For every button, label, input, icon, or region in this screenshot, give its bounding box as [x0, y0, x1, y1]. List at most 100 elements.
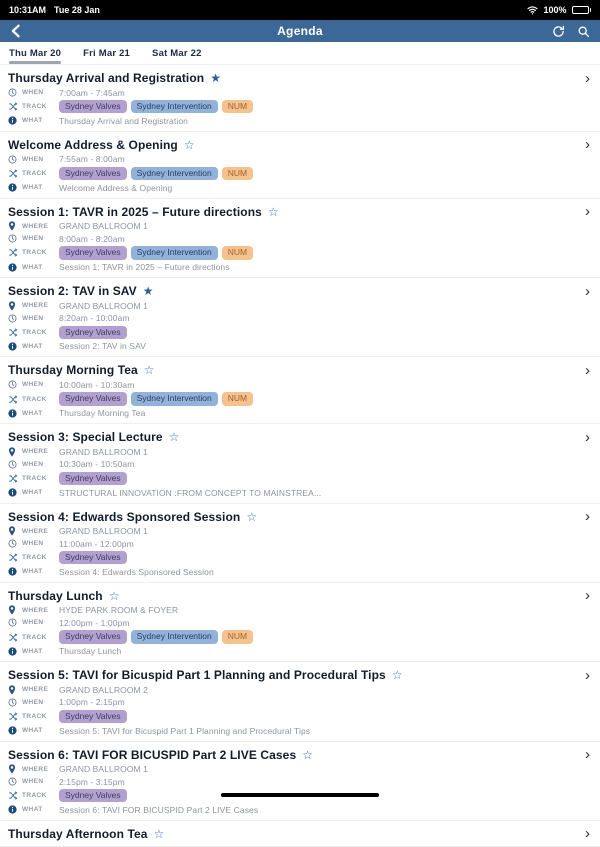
chevron-right-icon[interactable]: ›	[585, 136, 590, 154]
row-label: TRACK	[22, 170, 47, 178]
row-label: WHEN	[22, 540, 44, 548]
chevron-right-icon[interactable]: ›	[585, 666, 590, 684]
agenda-item[interactable]: Session 4: Edwards Sponsored Session ☆ ›…	[0, 504, 600, 583]
row-value: STRUCTURAL INNOVATION :FROM CONCEPT TO M…	[59, 487, 322, 498]
chevron-right-icon[interactable]: ›	[585, 69, 590, 87]
chevron-right-icon[interactable]: ›	[585, 508, 590, 526]
track-badge: Sydney Valves	[59, 471, 127, 486]
chevron-right-icon[interactable]: ›	[585, 282, 590, 300]
row-value: Thursday Morning Tea	[59, 408, 146, 419]
track-badge: Sydney Valves	[59, 630, 127, 644]
track-badge: Sydney Intervention	[130, 166, 218, 181]
row-label: WHAT	[22, 568, 43, 576]
agenda-item[interactable]: Thursday Lunch ☆ › WHERE HYDE PARK ROOM &…	[0, 583, 600, 663]
row-label: WHERE	[22, 527, 49, 535]
agenda-item[interactable]: Session 2: TAV in SAV ★ › WHERE GRAND BAL…	[0, 278, 600, 358]
track-badge: Sydney Intervention	[130, 392, 218, 406]
info-icon	[8, 262, 18, 272]
refresh-button[interactable]	[552, 25, 565, 38]
chevron-right-icon[interactable]: ›	[585, 825, 590, 843]
info-icon	[8, 488, 18, 497]
favorite-star-icon[interactable]: ☆	[143, 363, 155, 378]
favorite-star-icon[interactable]: ☆	[246, 509, 258, 524]
session-title: Thursday Afternoon Tea	[8, 826, 148, 841]
agenda-item[interactable]: Thursday Morning Tea ☆ › WHEN 10:00am - 1…	[0, 357, 600, 425]
location-pin-icon	[8, 300, 18, 311]
info-icon	[8, 409, 18, 418]
tab-sat-mar-22[interactable]: Sat Mar 22	[152, 47, 202, 59]
location-pin-icon	[8, 447, 18, 457]
track-badges: Sydney Valves Sydney Intervention NUM	[59, 246, 254, 260]
row-label: WHEN	[22, 381, 44, 389]
favorite-star-icon[interactable]: ☆	[108, 588, 120, 603]
wifi-icon	[527, 5, 539, 15]
clock-icon	[8, 380, 18, 389]
favorite-star-icon[interactable]: ☆	[391, 668, 403, 683]
row-value: 8:20am - 10:00am	[59, 313, 130, 324]
session-title: Thursday Arrival and Registration	[8, 71, 205, 85]
chevron-right-icon[interactable]: ›	[585, 203, 590, 221]
session-when-row: WHEN 10:30am - 10:50am	[8, 459, 592, 469]
row-label: TRACK	[22, 554, 47, 562]
row-label: WHERE	[22, 686, 49, 694]
track-badge: Sydney Valves	[59, 100, 127, 114]
track-shuffle-icon	[8, 712, 18, 721]
clock-icon	[8, 314, 18, 323]
track-badge: NUM	[221, 392, 254, 406]
track-badges: Sydney Valves Sydney Intervention NUM	[59, 630, 254, 644]
session-what-row: WHAT Session 4: Edwards Sponsored Session	[8, 567, 592, 577]
favorite-star-icon[interactable]: ☆	[153, 826, 165, 841]
page-title: Agenda	[277, 24, 323, 38]
agenda-item[interactable]: Session 6: TAVI FOR BICUSPID Part 2 LIVE…	[0, 742, 600, 821]
favorite-star-icon[interactable]: ★	[142, 284, 154, 299]
track-shuffle-icon	[8, 791, 18, 800]
chevron-right-icon[interactable]: ›	[585, 361, 590, 379]
track-badge: Sydney Valves	[59, 551, 127, 565]
tab-fri-mar-21[interactable]: Fri Mar 21	[83, 47, 131, 59]
chevron-right-icon[interactable]: ›	[585, 587, 590, 605]
agenda-list: Thursday Arrival and Registration ★ › WH…	[0, 65, 600, 847]
row-value: Session 1: TAVR in 2025 – Future directi…	[59, 262, 230, 273]
row-label: WHEN	[22, 778, 44, 786]
session-track-row: TRACK Sydney Valves	[8, 789, 592, 803]
session-title: Thursday Lunch	[8, 588, 103, 603]
row-label: TRACK	[22, 712, 47, 720]
row-label: WHERE	[22, 765, 49, 773]
agenda-item[interactable]: Session 5: TAVI for Bicuspid Part 1 Plan…	[0, 662, 600, 742]
chevron-right-icon[interactable]: ›	[585, 746, 590, 764]
agenda-item[interactable]: Welcome Address & Opening ☆ › WHEN 7:55am…	[0, 132, 600, 199]
home-indicator[interactable]	[221, 792, 379, 797]
session-where-row: WHERE GRAND BALLROOM 2	[8, 685, 592, 695]
session-what-row: WHAT Session 5: TAVI for Bicuspid Part 1 …	[8, 726, 592, 736]
track-shuffle-icon	[8, 169, 18, 178]
favorite-star-icon[interactable]: ☆	[168, 430, 180, 445]
session-track-row: TRACK Sydney Valves	[8, 471, 592, 486]
favorite-star-icon[interactable]: ☆	[302, 747, 313, 762]
clock-icon	[8, 234, 18, 243]
session-where-row: WHERE GRAND BALLROOM 1	[8, 301, 592, 311]
agenda-item[interactable]: Thursday Arrival and Registration ★ › WH…	[0, 65, 600, 132]
chevron-right-icon[interactable]: ›	[585, 428, 590, 446]
session-details: WHERE GRAND BALLROOM 1 WHEN 8:20am - 10:00a…	[8, 301, 592, 352]
row-label: WHAT	[22, 727, 43, 735]
row-value: Session 2: TAV in SAV	[59, 341, 146, 352]
session-details: WHEN 10:00am - 10:30am TRACK Sydney Valves S…	[8, 380, 592, 418]
location-pin-icon	[8, 526, 18, 536]
favorite-star-icon[interactable]: ☆	[183, 137, 195, 152]
track-badge: Sydney Valves	[59, 246, 127, 260]
session-title: Session 6: TAVI FOR BICUSPID Part 2 LIVE…	[8, 747, 297, 762]
tab-thu-mar-20[interactable]: Thu Mar 20	[9, 42, 62, 64]
row-label: WHEN	[22, 155, 44, 163]
info-icon	[8, 647, 18, 656]
agenda-item[interactable]: Thursday Afternoon Tea ☆ ›	[0, 821, 600, 847]
track-badges: Sydney Valves Sydney Intervention NUM	[59, 392, 254, 406]
back-button[interactable]	[10, 24, 21, 38]
row-value: 10:30am - 10:50am	[59, 459, 135, 470]
favorite-star-icon[interactable]: ★	[210, 71, 221, 85]
agenda-item[interactable]: Session 3: Special Lecture ☆ › WHERE GRAN…	[0, 424, 600, 504]
session-what-row: WHAT Session 1: TAVR in 2025 – Future dir…	[8, 262, 592, 272]
status-date: Tue 28 Jan	[54, 5, 100, 15]
agenda-item[interactable]: Session 1: TAVR in 2025 – Future directi…	[0, 199, 600, 279]
favorite-star-icon[interactable]: ☆	[267, 204, 279, 219]
search-button[interactable]	[577, 25, 590, 38]
